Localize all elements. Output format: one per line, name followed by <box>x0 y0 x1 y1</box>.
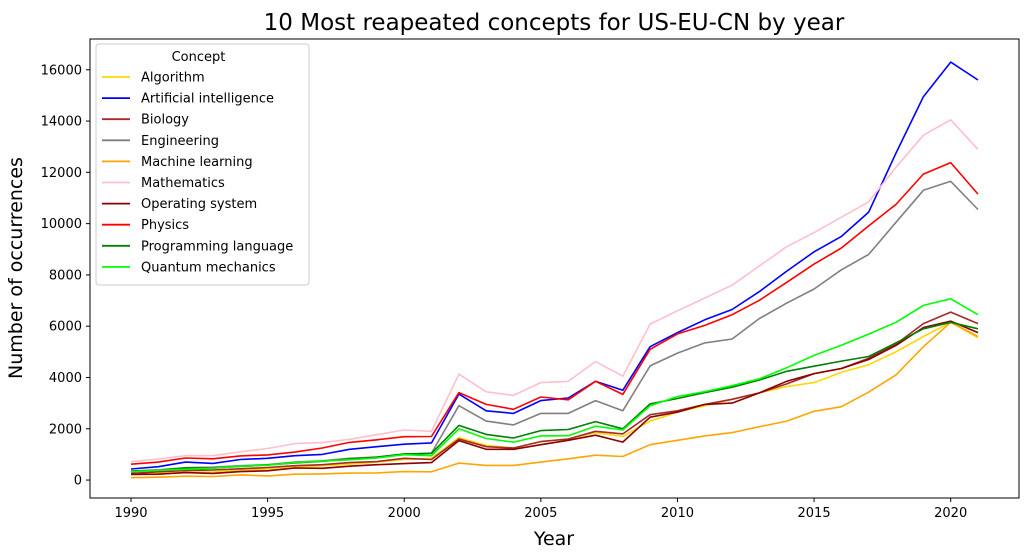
y-tick-label-8: 16000 <box>41 63 82 78</box>
y-tick-label-6: 12000 <box>41 166 82 181</box>
legend-label-4: Machine learning <box>141 155 253 170</box>
legend-label-2: Biology <box>141 113 189 128</box>
legend-label-5: Mathematics <box>141 176 225 191</box>
series-line-7 <box>130 161 979 465</box>
x-tick-label-4: 2010 <box>661 506 694 521</box>
series-line-9 <box>130 297 979 473</box>
chart-title: 10 Most reapeated concepts for US-EU-CN … <box>264 10 845 36</box>
x-tick-label-3: 2005 <box>524 506 557 521</box>
y-tick-label-2: 4000 <box>49 371 82 386</box>
y-tick-label-4: 8000 <box>49 268 82 283</box>
plot-frame <box>89 38 1020 499</box>
x-tick-label-6: 2020 <box>934 506 967 521</box>
series-line-5 <box>130 119 979 463</box>
series-line-1 <box>130 61 979 470</box>
x-tick-label-1: 1995 <box>251 506 284 521</box>
legend-label-7: Physics <box>141 218 189 233</box>
legend-label-3: Engineering <box>141 134 219 149</box>
x-tick-label-5: 2015 <box>798 506 831 521</box>
series-layer <box>130 61 979 479</box>
x-tick-label-2: 2000 <box>388 506 421 521</box>
legend-label-8: Programming language <box>141 239 293 254</box>
x-tick-label-0: 1990 <box>114 506 147 521</box>
y-tick-label-1: 2000 <box>49 422 82 437</box>
y-tick-label-5: 10000 <box>41 217 82 232</box>
y-tick-label-0: 0 <box>74 474 82 489</box>
x-axis-title: Year <box>533 528 574 550</box>
series-line-4 <box>130 321 979 479</box>
legend-label-9: Quantum mechanics <box>141 260 276 275</box>
series-line-6 <box>130 320 979 476</box>
y-tick-label-7: 14000 <box>41 115 82 130</box>
legend-title: Concept <box>172 50 226 65</box>
legend: Concept Algorithm Artificial intelligence B… <box>95 43 310 286</box>
legend-label-1: Artificial intelligence <box>141 92 274 107</box>
axes-layer: 1990 1995 2000 2005 2010 2015 2020 0 2000 4000 600… <box>41 63 968 521</box>
y-axis-title: Number of occurrences <box>5 157 27 379</box>
legend-box <box>95 43 310 286</box>
y-tick-label-3: 6000 <box>49 320 82 335</box>
legend-label-6: Operating system <box>141 197 257 212</box>
legend-label-0: Algorithm <box>141 71 205 86</box>
